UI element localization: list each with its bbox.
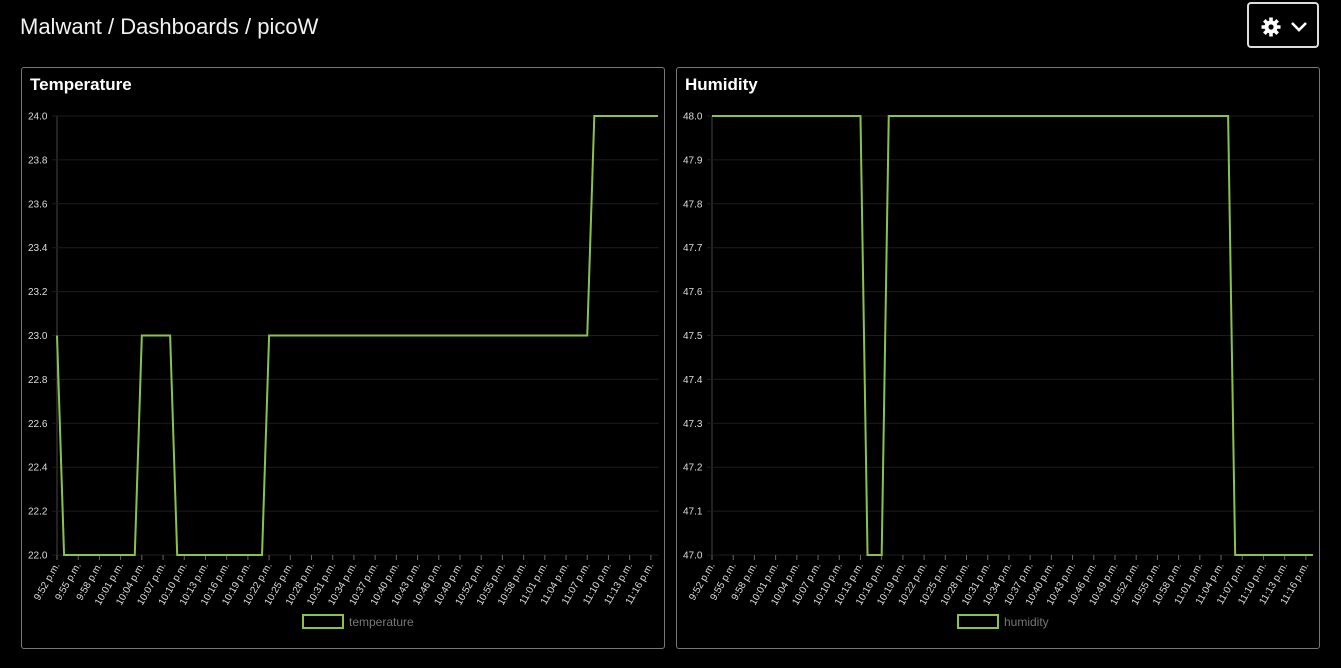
y-tick-label: 47.2 [683, 463, 703, 474]
y-tick-label: 22.6 [28, 419, 48, 430]
y-tick-label: 23.0 [28, 331, 48, 342]
y-tick-label: 23.8 [28, 155, 48, 166]
legend-swatch [302, 614, 344, 629]
y-tick-label: 23.2 [28, 287, 48, 298]
y-tick-label: 22.4 [28, 463, 48, 474]
y-tick-label: 47.6 [683, 287, 703, 298]
chart: Temperature 22.0 22.2 22.4 22.6 22.8 23.0 23.2 2… [28, 75, 659, 629]
legend-label: humidity [1004, 615, 1049, 629]
humidity-panel: Humidity 47.0 47.1 47.2 47.3 47.4 47.5 47.6 47.7… [676, 67, 1320, 649]
y-tick-label: 47.7 [683, 243, 703, 254]
y-tick-label: 22.0 [28, 551, 48, 562]
y-tick-label: 23.6 [28, 199, 48, 210]
breadcrumb: Malwant / Dashboards / picoW [20, 14, 319, 39]
y-tick-label: 47.8 [683, 199, 703, 210]
data-line [712, 115, 1313, 556]
y-tick-label: 47.1 [683, 507, 703, 518]
y-tick-label: 47.9 [683, 155, 703, 166]
temperature-panel: Temperature 22.0 22.2 22.4 22.6 22.8 23.0 23.2 2… [21, 67, 665, 649]
y-tick-label: 47.4 [683, 375, 703, 386]
chart-title: Humidity [685, 75, 758, 94]
y-tick-label: 22.8 [28, 375, 48, 386]
settings-button[interactable] [1247, 2, 1319, 48]
chart-title: Temperature [30, 75, 132, 94]
y-tick-label: 22.2 [28, 507, 48, 518]
legend-label: temperature [349, 615, 414, 629]
legend-swatch [957, 614, 999, 629]
y-tick-label: 47.0 [683, 551, 703, 562]
chart: Humidity 47.0 47.1 47.2 47.3 47.4 47.5 47.6 47.7… [683, 75, 1314, 629]
y-tick-label: 47.3 [683, 419, 703, 430]
y-tick-label: 48.0 [683, 112, 703, 123]
settings-icon [1261, 17, 1307, 37]
y-tick-label: 24.0 [28, 112, 48, 123]
data-line [56, 115, 658, 556]
y-tick-label: 23.4 [28, 243, 48, 254]
y-tick-label: 47.5 [683, 331, 703, 342]
